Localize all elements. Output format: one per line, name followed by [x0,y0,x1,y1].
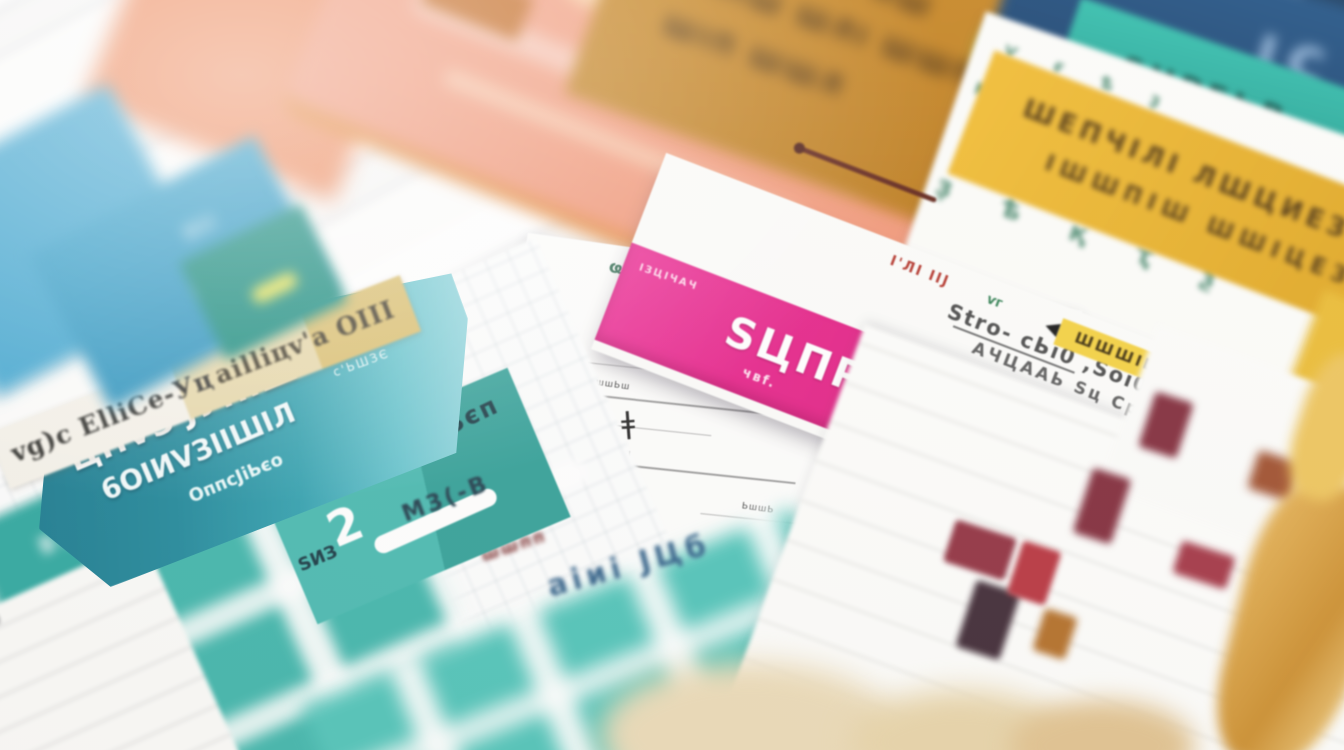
blue-card-caption: Б1) [180,210,219,244]
teal-card-side-text: ЅИЗ [294,540,341,576]
banner-tiny-text: ІЗЦІЧАЧ [637,262,700,293]
green-mark: ѵг [984,292,1005,312]
corner-text: ІШІ) [0,609,5,642]
highlight-cap-icon: ◀ [1042,315,1063,340]
red-caption: І'ЛІ ІІЈ [887,252,953,291]
yellow-pill [249,269,301,306]
